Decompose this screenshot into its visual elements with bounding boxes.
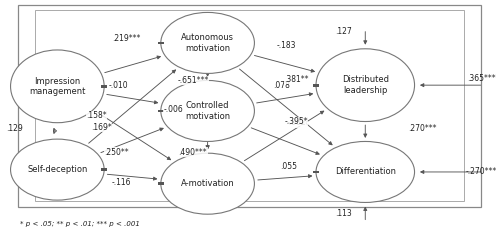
Text: .127: .127 xyxy=(334,27,351,36)
Text: .381**: .381** xyxy=(284,75,308,84)
Text: A-motivation: A-motivation xyxy=(180,179,234,188)
Text: Autonomous
motivation: Autonomous motivation xyxy=(181,33,234,53)
Text: Differentiation: Differentiation xyxy=(335,168,396,177)
Text: .078: .078 xyxy=(273,81,290,90)
Text: .113: .113 xyxy=(334,209,351,218)
Bar xyxy=(158,182,164,185)
Text: .490***: .490*** xyxy=(178,148,207,156)
Text: .250**: .250** xyxy=(104,148,129,156)
Text: .219***: .219*** xyxy=(112,34,140,43)
Bar xyxy=(101,85,107,88)
Text: -.010: -.010 xyxy=(109,81,128,90)
Text: -.002: -.002 xyxy=(286,118,306,127)
Ellipse shape xyxy=(10,50,104,123)
Text: -.395*: -.395* xyxy=(284,117,308,126)
Bar xyxy=(18,5,481,207)
Ellipse shape xyxy=(161,80,254,141)
Ellipse shape xyxy=(316,49,414,122)
Bar xyxy=(313,84,319,87)
Bar xyxy=(35,10,464,201)
Text: -.116: -.116 xyxy=(112,178,131,187)
Text: .158*: .158* xyxy=(86,111,107,120)
Text: -.651***: -.651*** xyxy=(177,76,208,85)
Text: .169*: .169* xyxy=(92,123,112,132)
Ellipse shape xyxy=(161,153,254,214)
Text: -.270***: -.270*** xyxy=(466,168,496,177)
Bar xyxy=(158,110,164,112)
Text: .365***: .365*** xyxy=(466,74,496,83)
Bar xyxy=(101,168,107,171)
Text: .129: .129 xyxy=(6,124,23,133)
Text: -.006: -.006 xyxy=(164,105,183,114)
Ellipse shape xyxy=(10,139,104,200)
Bar xyxy=(313,171,319,173)
Ellipse shape xyxy=(161,13,254,73)
Ellipse shape xyxy=(316,141,414,202)
Text: * p < .05; ** p < .01; *** p < .001: * p < .05; ** p < .01; *** p < .001 xyxy=(20,221,140,227)
Text: .270***: .270*** xyxy=(408,124,436,133)
Text: Self-deception: Self-deception xyxy=(27,165,88,174)
Text: Distributed
leadership: Distributed leadership xyxy=(342,76,389,95)
Text: .055: .055 xyxy=(280,162,297,171)
Text: -.183: -.183 xyxy=(276,41,296,50)
Bar xyxy=(158,42,164,44)
Text: Controlled
motivation: Controlled motivation xyxy=(185,101,230,121)
Text: Impression
management: Impression management xyxy=(29,77,86,96)
